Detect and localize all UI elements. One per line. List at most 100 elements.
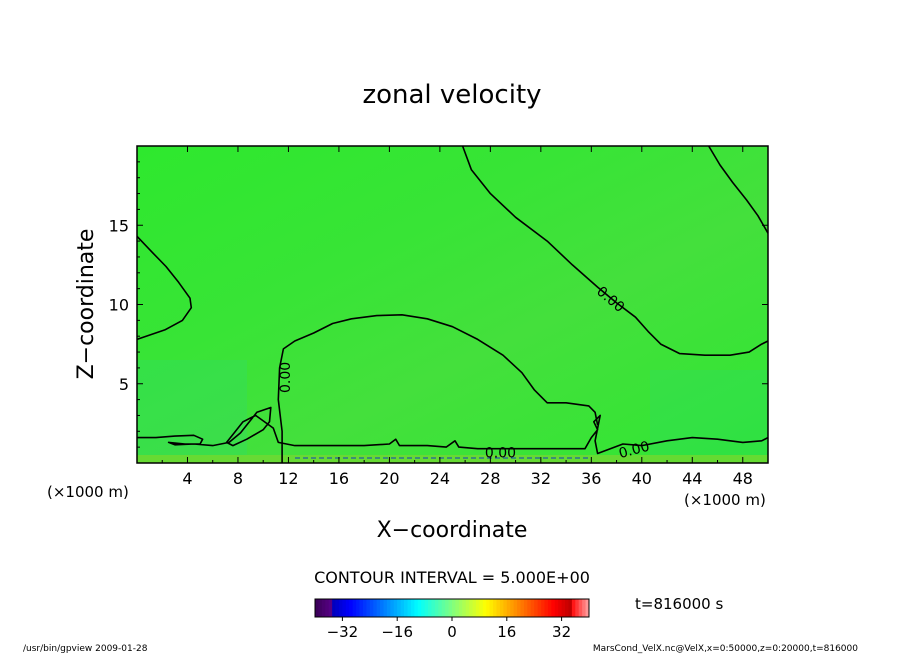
colorbar-swatch (472, 599, 477, 617)
colorbar-swatch (345, 599, 350, 617)
x-tick-label: 28 (480, 469, 500, 488)
colorbar-swatch (362, 599, 367, 617)
colorbar-swatch (376, 599, 381, 617)
colorbar-swatch (404, 599, 408, 617)
colorbar-swatch (352, 599, 357, 617)
colorbar-tick-label: −16 (381, 623, 413, 641)
x-tick-label: 36 (581, 469, 601, 488)
footer-right: MarsCond_VelX.nc@VelX,x=0:50000,z=0:2000… (593, 644, 858, 654)
colorbar-swatch (465, 599, 470, 617)
colorbar-swatch (332, 599, 336, 617)
y-axis-label: Z−coordinate (74, 229, 99, 380)
colorbar-swatch (561, 599, 566, 617)
colorbar-swatch (530, 599, 535, 617)
colorbar-swatch (315, 599, 319, 617)
colorbar-swatch (523, 599, 528, 617)
colorbar-swatch (373, 599, 378, 617)
colorbar-swatch (541, 599, 545, 617)
colorbar-swatch (582, 599, 586, 617)
colorbar-swatch (568, 599, 573, 617)
colorbar-swatch (321, 599, 326, 617)
colorbar-swatch (369, 599, 374, 617)
contour-interval: CONTOUR INTERVAL = 5.000E+00 (314, 568, 590, 587)
colorbar-swatch (386, 599, 391, 617)
colorbar-swatch (537, 599, 542, 617)
colorbar-ticks: −32 −16 0 16 32 (327, 617, 571, 641)
time-label: t=816000 s (635, 595, 723, 613)
contour-line (277, 314, 599, 463)
y-axis: 5 10 15 (109, 161, 768, 448)
colorbar-swatch (547, 599, 552, 617)
colorbar-swatch (383, 599, 388, 617)
colorbar-swatch (410, 599, 415, 617)
colorbar-swatch (448, 599, 453, 617)
colorbar-swatch (558, 599, 562, 617)
x-tick-label: 16 (329, 469, 349, 488)
x-axis-label: X−coordinate (377, 518, 528, 543)
colorbar-swatch (414, 599, 419, 617)
colorbar-swatch (335, 599, 340, 617)
colorbar-swatch (393, 599, 398, 617)
colorbar-swatch (434, 599, 439, 617)
colorbar-swatch (359, 599, 364, 617)
colorbar-tick-label: 0 (447, 623, 457, 641)
colorbar-swatch (571, 599, 576, 617)
plot-area: 0.000.000.00 0.00 (136, 145, 769, 464)
contour-line (136, 235, 193, 341)
x-tick-label: 32 (531, 469, 551, 488)
colorbar-swatch (585, 599, 590, 617)
colorbar-swatch (342, 599, 347, 617)
contour-line (708, 145, 769, 234)
colorbar-swatch (325, 599, 330, 617)
colorbar-swatch (499, 599, 504, 617)
colorbar-swatch (554, 599, 559, 617)
colorbar-swatch (493, 599, 497, 617)
colorbar-swatch (452, 599, 456, 617)
colorbar-swatch (390, 599, 395, 617)
colorbar-swatch (482, 599, 487, 617)
colorbar-swatch (506, 599, 511, 617)
colorbar-swatch (318, 599, 323, 617)
x-tick-label: 20 (379, 469, 399, 488)
colorbar-swatch (496, 599, 501, 617)
contour-line (137, 406, 769, 455)
chart-title: zonal velocity (362, 80, 541, 110)
colorbar-swatch (503, 599, 508, 617)
colorbar-swatch (455, 599, 460, 617)
contour-label: 0.00 (485, 445, 516, 461)
colorbar-swatch (328, 599, 333, 617)
colorbar-swatch (575, 599, 580, 617)
y-tick-label: 10 (109, 296, 129, 315)
colorbar-tick-label: −32 (327, 623, 359, 641)
colorbar-swatch (527, 599, 532, 617)
colorbar-swatch (421, 599, 425, 617)
colorbar (315, 599, 590, 617)
colorbar-tick-label: 32 (552, 623, 571, 641)
colorbar-swatch (479, 599, 484, 617)
footer-left: /usr/bin/gpview 2009-01-28 (23, 644, 148, 654)
colorbar-swatch (349, 599, 354, 617)
x-tick-label: 40 (632, 469, 652, 488)
x-unit-right: (×1000 m) (684, 491, 766, 509)
colorbar-swatch (438, 599, 443, 617)
colorbar-swatch (578, 599, 583, 617)
x-tick-label: 44 (682, 469, 702, 488)
contour-label: 0.00 (278, 362, 294, 393)
velocity-field (137, 146, 768, 463)
surface-band (137, 455, 768, 463)
colorbar-swatch (513, 599, 518, 617)
colorbar-swatch (356, 599, 360, 617)
y-tick-label: 5 (119, 375, 129, 394)
colorbar-swatch (517, 599, 521, 617)
colorbar-swatch (469, 599, 473, 617)
x-tick-label: 8 (233, 469, 243, 488)
colorbar-swatch (510, 599, 515, 617)
colorbar-swatch (458, 599, 463, 617)
colorbar-swatch (486, 599, 491, 617)
colorbar-swatch (380, 599, 384, 617)
y-tick-label: 15 (109, 216, 129, 235)
x-tick-label: 24 (430, 469, 450, 488)
x-tick-label: 12 (278, 469, 298, 488)
colorbar-swatch (489, 599, 494, 617)
